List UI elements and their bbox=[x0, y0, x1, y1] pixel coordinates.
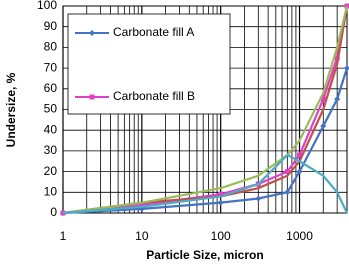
marker bbox=[344, 65, 349, 72]
y-tick-label: 0 bbox=[50, 205, 57, 219]
y-axis-label: Undersize, % bbox=[4, 72, 18, 147]
marker bbox=[284, 169, 290, 175]
y-tick-label: 80 bbox=[44, 40, 58, 54]
x-tick-label: 1 bbox=[60, 229, 67, 243]
y-tick-label: 60 bbox=[44, 81, 58, 95]
legend-label: Carbonate fill B bbox=[113, 89, 195, 103]
y-tick-label: 70 bbox=[44, 60, 58, 74]
marker bbox=[284, 189, 291, 196]
y-tick-label: 50 bbox=[44, 102, 58, 116]
y-tick-label: 30 bbox=[44, 143, 58, 157]
marker bbox=[296, 168, 303, 175]
marker bbox=[255, 195, 262, 202]
marker bbox=[218, 191, 224, 197]
x-axis-label: Particle Size, micron bbox=[146, 248, 263, 262]
marker bbox=[217, 199, 224, 206]
legend-marker bbox=[89, 94, 95, 100]
marker bbox=[334, 96, 341, 103]
y-tick-label: 10 bbox=[44, 184, 58, 198]
x-tick-label: 10 bbox=[135, 229, 149, 243]
x-tick-label: 1000 bbox=[286, 229, 313, 243]
y-tick-label: 20 bbox=[44, 164, 58, 178]
y-tick-label: 100 bbox=[37, 0, 57, 12]
x-tick-label: 100 bbox=[211, 229, 231, 243]
series-line bbox=[62, 153, 348, 215]
y-tick-label: 90 bbox=[44, 19, 58, 33]
marker bbox=[320, 123, 327, 130]
y-tick-label: 40 bbox=[44, 122, 58, 136]
marker bbox=[297, 152, 303, 158]
plot-frame bbox=[62, 5, 348, 214]
marker bbox=[139, 202, 145, 208]
marker bbox=[320, 96, 326, 102]
legend-label: Carbonate fill A bbox=[113, 25, 194, 39]
legend-marker bbox=[89, 30, 95, 36]
series-line bbox=[62, 5, 349, 215]
